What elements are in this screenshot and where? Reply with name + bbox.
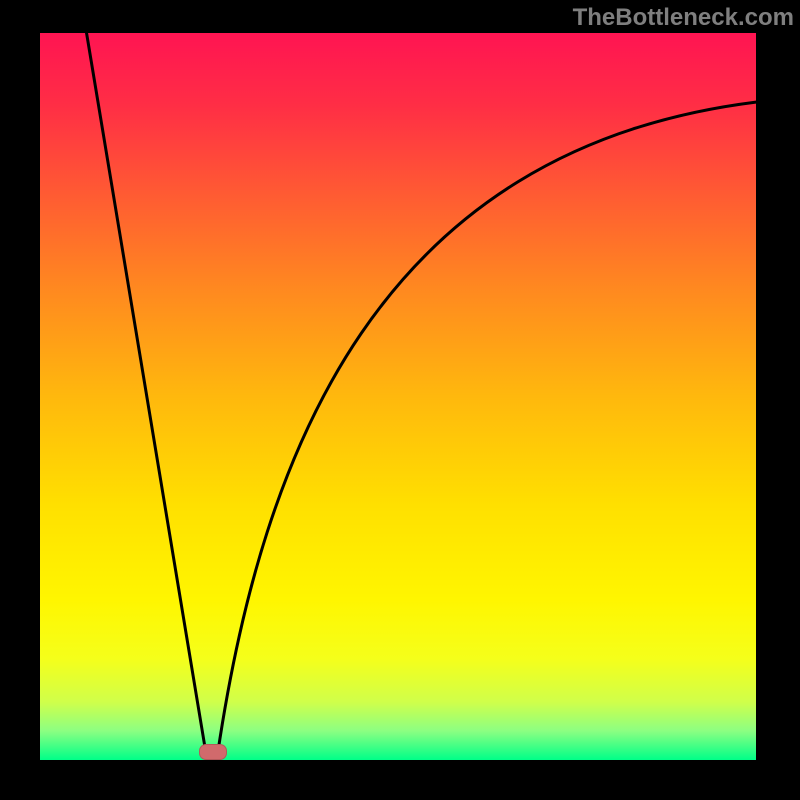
bottleneck-curve bbox=[40, 33, 756, 760]
plot-area bbox=[40, 33, 756, 760]
watermark-text: TheBottleneck.com bbox=[573, 4, 794, 32]
canvas: TheBottleneck.com bbox=[0, 0, 800, 800]
optimal-marker bbox=[199, 744, 227, 760]
